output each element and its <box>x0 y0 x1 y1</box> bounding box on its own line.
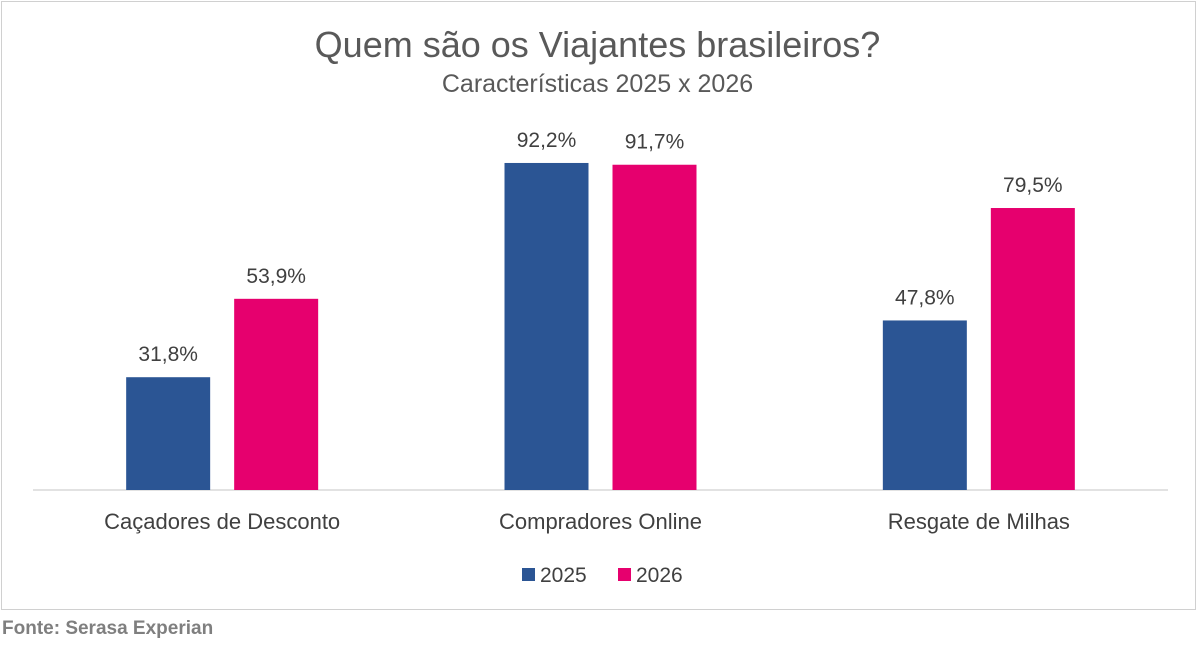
bar-2026-1 <box>234 298 319 490</box>
bar-2025-3 <box>882 320 967 490</box>
legend-label-2025: 2025 <box>540 564 587 587</box>
category-label-3: Resgate de Milhas <box>888 509 1070 534</box>
bar-2025-2 <box>504 162 589 490</box>
legend-label-2026: 2026 <box>636 564 683 587</box>
chart-subtitle: Características 2025 x 2026 <box>441 70 754 98</box>
bar-2026-3 <box>990 208 1075 491</box>
data-label-2025-1: 31,8% <box>138 343 198 366</box>
legend-swatch-2025 <box>522 568 535 581</box>
bar-2025-1 <box>126 377 211 490</box>
data-label-2025-3: 47,8% <box>895 286 955 309</box>
legend-swatch-2026 <box>618 568 631 581</box>
data-label-2025-2: 92,2% <box>517 129 577 152</box>
data-label-2026-3: 79,5% <box>1003 174 1063 197</box>
bar-2026-2 <box>612 164 697 490</box>
data-label-2026-1: 53,9% <box>246 265 306 288</box>
category-label-2: Compradores Online <box>499 509 702 534</box>
data-label-2026-2: 91,7% <box>625 131 685 154</box>
category-label-1: Caçadores de Desconto <box>104 509 340 534</box>
source-note: Fonte: Serasa Experian <box>2 618 214 639</box>
chart-title: Quem são os Viajantes brasileiros? <box>314 24 881 65</box>
